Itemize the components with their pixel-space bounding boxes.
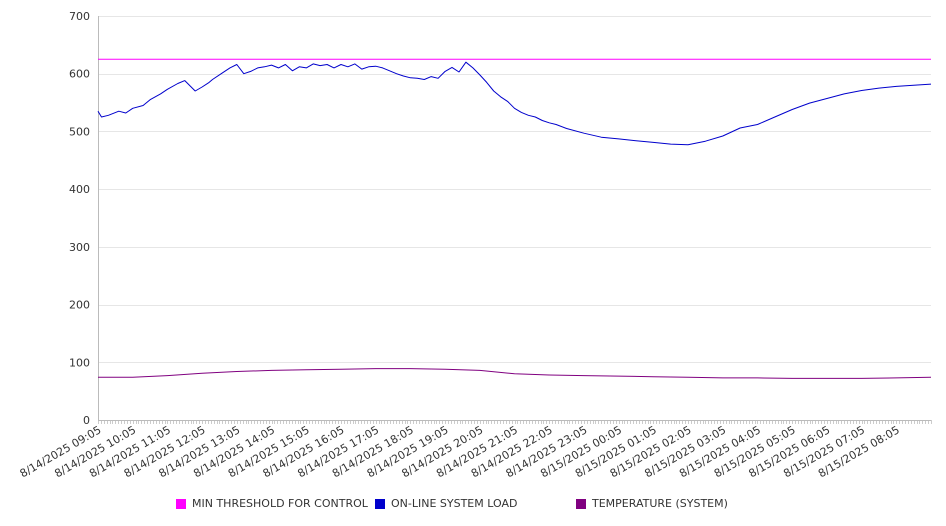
- y-tick-label-200: 200: [69, 299, 90, 312]
- series-lines: [97, 58, 932, 379]
- y-tick-label-400: 400: [69, 183, 90, 196]
- grid-lines: [98, 16, 931, 363]
- legend-item-system-load[interactable]: ON-LINE SYSTEM LOAD: [375, 497, 517, 510]
- legend-label-system-load: ON-LINE SYSTEM LOAD: [391, 497, 518, 510]
- y-axis-ticks: 0 100 200 300 400 500 600 700: [69, 10, 90, 427]
- series-system-load-line: [97, 61, 932, 146]
- legend-swatch-temperature: [576, 498, 586, 509]
- y-tick-label-700: 700: [69, 10, 90, 23]
- legend-item-temperature[interactable]: TEMPERATURE (SYSTEM): [576, 497, 728, 510]
- legend-swatch-system-load: [375, 498, 385, 509]
- legend-label-temperature: TEMPERATURE (SYSTEM): [592, 497, 728, 510]
- legend-item-min-threshold[interactable]: MIN THRESHOLD FOR CONTROL: [176, 497, 368, 510]
- y-tick-label-100: 100: [69, 356, 90, 369]
- y-tick-label-300: 300: [69, 241, 90, 254]
- legend: MIN THRESHOLD FOR CONTROL ON-LINE SYSTEM…: [0, 497, 946, 517]
- y-tick-label-600: 600: [69, 68, 90, 81]
- x-axis-ticks: 8/14/2025 09:058/14/2025 10:058/14/2025 …: [18, 420, 932, 480]
- legend-swatch-min-threshold: [176, 498, 186, 509]
- legend-label-min-threshold: MIN THRESHOLD FOR CONTROL: [192, 497, 368, 510]
- y-tick-label-500: 500: [69, 125, 90, 138]
- series-temperature-line: [98, 368, 932, 379]
- y-tick-label-0: 0: [83, 414, 90, 427]
